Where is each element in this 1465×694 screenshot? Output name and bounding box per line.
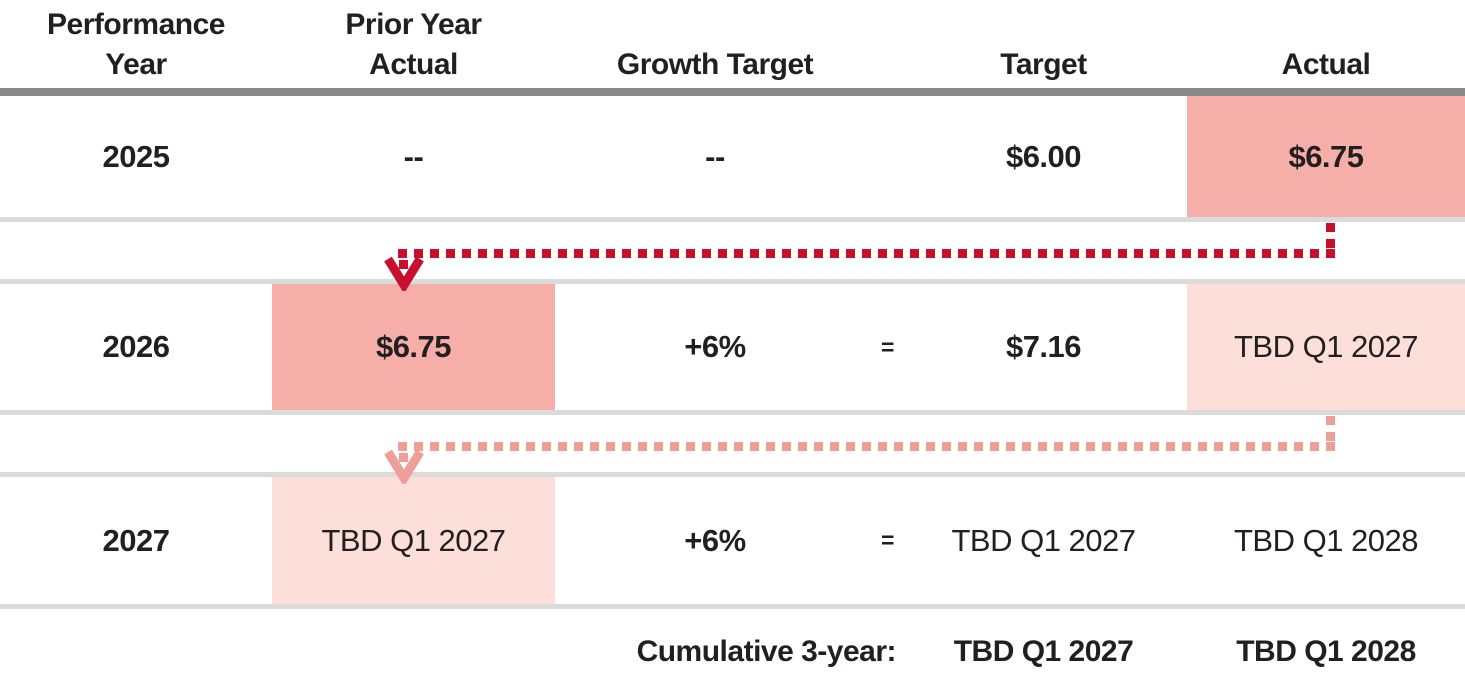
arrow1-horizontal-line-icon <box>398 249 1335 258</box>
connector-lane-1 <box>0 222 1465 284</box>
cumulative-actual-value: TBD Q1 2028 <box>1236 634 1416 668</box>
table-row-2025: 2025 -- -- $6.00 $6.75 <box>0 96 1465 222</box>
cell-2025-year: 2025 <box>102 138 170 174</box>
cell-2027-prior-year-actual-highlighted: TBD Q1 2027 <box>272 477 555 604</box>
arrow2-vertical-tail-icon <box>399 453 408 477</box>
arrow2-arrowhead-icon <box>384 449 424 484</box>
header-equals-spacer <box>875 85 900 88</box>
header-performance-year-line2: Year <box>105 48 167 81</box>
arrow1-arrowhead-icon <box>384 256 424 291</box>
cell-2027-target: TBD Q1 2027 <box>951 522 1136 558</box>
arrow1-vertical-tail-icon <box>399 260 408 284</box>
header-performance-year-line1: Performance <box>47 8 225 41</box>
cell-2026-target: $7.16 <box>1005 329 1082 364</box>
cell-2026-equals: = <box>881 333 894 360</box>
cumulative-row: Cumulative 3-year: TBD Q1 2027 TBD Q1 20… <box>0 609 1465 694</box>
cell-2026-growth-target: +6% <box>684 329 746 364</box>
cell-2025-target: $6.00 <box>1005 138 1082 174</box>
header-growth-target: Growth Target <box>616 48 814 81</box>
cell-2025-prior-year-actual: -- <box>403 138 424 174</box>
cell-2027-equals: = <box>881 527 894 553</box>
header-performance-year: Performance Year <box>0 5 272 88</box>
table-row-2026: 2026 $6.75 +6% = $7.16 TBD Q1 2027 <box>0 284 1465 415</box>
cell-2027-year: 2027 <box>102 522 170 558</box>
cell-2027-growth-target: +6% <box>684 522 746 558</box>
cumulative-target-value: TBD Q1 2027 <box>953 634 1134 668</box>
table-row-2027: 2027 TBD Q1 2027 +6% = TBD Q1 2027 TBD Q… <box>0 477 1465 609</box>
header-actual: Actual <box>1281 48 1371 81</box>
header-prior-year-actual: Prior Year Actual <box>272 5 555 88</box>
arrow2-vertical-drop-icon <box>1326 416 1335 446</box>
arrow2-horizontal-line-icon <box>398 442 1335 451</box>
header-prior-year-actual-line2: Actual <box>369 48 458 81</box>
cumulative-label: Cumulative 3-year: <box>636 634 897 668</box>
cell-2025-growth-target: -- <box>705 138 725 174</box>
connector-lane-2 <box>0 415 1465 477</box>
cell-2026-prior-year-actual-highlighted: $6.75 <box>272 284 555 410</box>
header-target: Target <box>1000 48 1087 81</box>
table-header-row: Performance Year Prior Year Actual Growt… <box>0 0 1465 96</box>
cell-2026-year: 2026 <box>102 329 170 364</box>
header-prior-year-actual-line1: Prior Year <box>345 8 482 41</box>
cell-2027-actual: TBD Q1 2028 <box>1233 522 1419 558</box>
cell-2025-actual-highlighted: $6.75 <box>1187 96 1465 217</box>
cell-2025-equals <box>875 96 900 217</box>
cell-2026-actual-highlighted: TBD Q1 2027 <box>1187 284 1465 410</box>
arrow1-vertical-drop-icon <box>1326 223 1335 253</box>
